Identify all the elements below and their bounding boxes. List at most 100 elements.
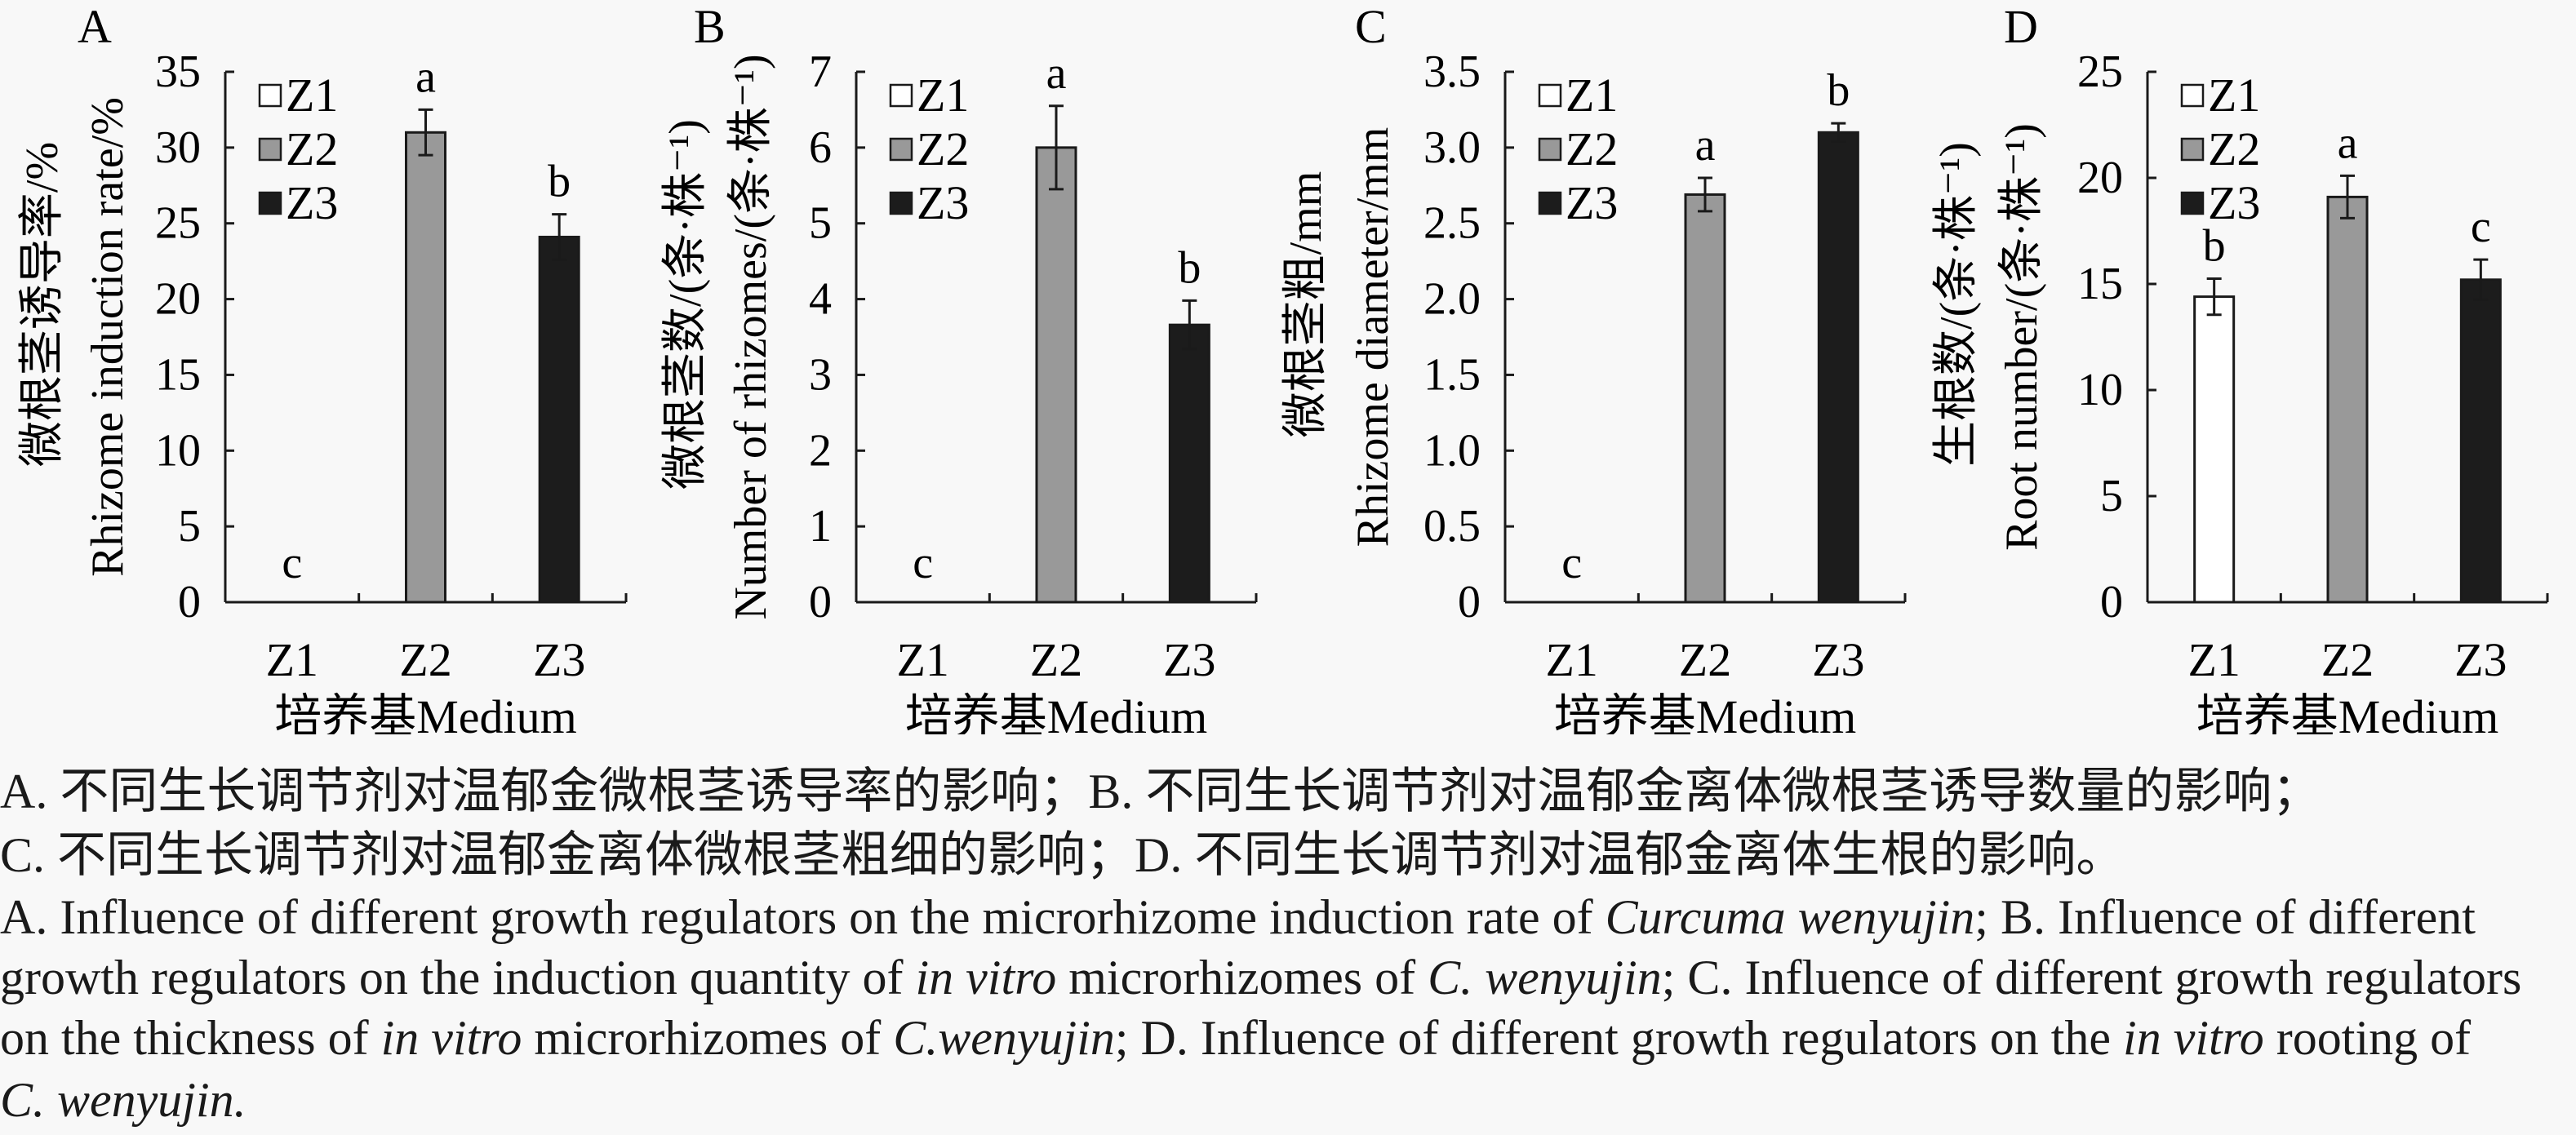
caption-en-line-2: growth regulators on the induction quant… [0, 953, 2521, 1002]
legend-swatch [2180, 191, 2205, 215]
panel-a: A05101520253035cZ1aZ2bZ3培养基MediumRhizome… [17, 0, 628, 734]
caption-run: ; B. Influence of different [1974, 890, 2476, 944]
significance-letter: c [2471, 202, 2491, 252]
legend-swatch [889, 83, 913, 108]
x-category-label: Z1 [896, 633, 948, 686]
legend-item-z3: Z3 [1538, 176, 1618, 229]
caption-run: in vitro [2123, 1011, 2264, 1065]
significance-letter: a [2338, 117, 2358, 168]
y-tick-label: 15 [2077, 259, 2123, 309]
legend-label: Z3 [917, 176, 969, 229]
caption-run: on the thickness of [0, 1011, 381, 1065]
caption-run: microrhizomes of [522, 1011, 894, 1065]
caption-en-line-4: C. wenyujin. [0, 1075, 246, 1124]
bar-z2 [2326, 195, 2369, 604]
legend-item-z2: Z2 [1538, 122, 1618, 175]
caption-cn-line-1: A. 不同生长调节剂对温郁金微根茎诱导率的影响；B. 不同生长调节剂对温郁金离体… [0, 765, 2321, 818]
y-tick-label: 1 [809, 501, 832, 552]
bar-z3 [2459, 278, 2502, 604]
y-tick-label: 4 [809, 274, 832, 325]
legend-item-z2: Z2 [889, 122, 969, 175]
caption-run: C.wenyujin [893, 1011, 1115, 1065]
y-tick-label: 10 [155, 425, 201, 476]
y-tick-label: 0 [809, 577, 832, 627]
y-tick-label: 35 [155, 47, 201, 97]
caption-en-line-1: A. Influence of different growth regulat… [0, 893, 2476, 942]
x-category-label: Z3 [1163, 633, 1215, 686]
x-category-label: Z3 [1812, 633, 1864, 686]
legend-label: Z2 [286, 122, 338, 175]
legend-swatch [1538, 191, 1562, 215]
significance-letter: c [913, 538, 933, 588]
x-category-label: Z2 [1030, 633, 1082, 686]
legend-swatch [889, 191, 913, 215]
y-tick-label: 3.5 [1423, 47, 1481, 97]
legend-swatch [2180, 83, 2205, 108]
x-category-label: Z2 [1679, 633, 1731, 686]
y-tick-label: 6 [809, 122, 832, 173]
y-axis-title-cn: 微根茎诱导率/% [17, 142, 68, 467]
y-tick-label: 15 [155, 349, 201, 400]
x-axis-title: 培养基Medium [2196, 690, 2499, 734]
y-tick-label: 5 [178, 501, 201, 552]
significance-letter: b [548, 157, 571, 207]
y-tick-label: 7 [809, 47, 832, 97]
panel-letter: D [2004, 0, 2038, 53]
legend-item-z1: Z1 [889, 69, 969, 122]
caption-run: A. Influence of different growth regulat… [0, 890, 1606, 944]
y-tick-label: 3 [809, 349, 832, 400]
panel-letter: C [1355, 0, 1387, 53]
y-tick-label: 1.0 [1423, 425, 1481, 476]
y-axis-title-en: Rhizome diameter/mm [1348, 127, 1398, 548]
legend-label: Z3 [1566, 176, 1618, 229]
legend-swatch [1538, 83, 1562, 108]
y-axis-title-en: Rhizome induction rate/% [82, 97, 133, 577]
legend-swatch [258, 83, 282, 108]
caption-run: C. wenyujin [1428, 951, 1662, 1004]
y-axis-title-cn: 微根茎数/(条·株⁻¹) [660, 119, 711, 490]
caption-run: Curcuma wenyujin [1605, 890, 1975, 944]
x-axis-title: 培养基Medium [274, 690, 577, 734]
x-category-label: Z3 [533, 633, 585, 686]
significance-letter: c [1561, 538, 1582, 588]
x-category-label: Z1 [266, 633, 318, 686]
y-tick-label: 2.0 [1423, 274, 1481, 325]
caption-run: in vitro [380, 1011, 522, 1065]
x-category-label: Z1 [1545, 633, 1597, 686]
legend-swatch [258, 191, 282, 215]
significance-letter: b [1827, 65, 1850, 116]
bar-z3 [1168, 323, 1210, 604]
y-tick-label: 2 [809, 425, 832, 476]
caption-run: ; C. Influence of different growth regul… [1661, 951, 2522, 1004]
significance-letter: a [1046, 48, 1067, 99]
y-axis-title-cn: 微根茎粗/mm [1281, 171, 1331, 438]
legend-item-z1: Z1 [1538, 69, 1618, 122]
x-category-label: Z1 [2187, 633, 2240, 686]
legend-label: Z1 [2208, 69, 2260, 122]
legend-item-z2: Z2 [2180, 122, 2260, 175]
caption-run: rooting of [2263, 1011, 2472, 1065]
legend-label: Z3 [286, 176, 338, 229]
legend-label: Z1 [917, 69, 969, 122]
legend-item-z3: Z3 [258, 176, 338, 229]
legend-swatch [1538, 137, 1562, 162]
y-tick-label: 10 [2077, 365, 2123, 415]
x-category-label: Z2 [399, 633, 451, 686]
bar-z3 [1817, 131, 1859, 604]
y-tick-label: 3.0 [1423, 122, 1481, 173]
significance-letter: a [1695, 120, 1716, 171]
bar-chart-panels: A05101520253035cZ1aZ2bZ3培养基MediumRhizome… [17, 0, 2549, 734]
caption-en-line-3: on the thickness of in vitro microrhizom… [0, 1013, 2471, 1062]
caption-run: C. wenyujin. [0, 1073, 246, 1127]
bar-z2 [1684, 193, 1726, 604]
legend-label: Z1 [286, 69, 338, 122]
legend-label: Z2 [2208, 122, 2260, 175]
legend-item-z1: Z1 [258, 69, 338, 122]
bar-z3 [538, 235, 580, 604]
y-tick-label: 0 [2100, 577, 2123, 627]
y-tick-label: 20 [155, 274, 201, 325]
x-axis-title: 培养基Medium [905, 690, 1208, 734]
y-axis-title-en: Root number/(条·株⁻¹) [1996, 123, 2047, 551]
significance-letter: b [2203, 221, 2226, 272]
